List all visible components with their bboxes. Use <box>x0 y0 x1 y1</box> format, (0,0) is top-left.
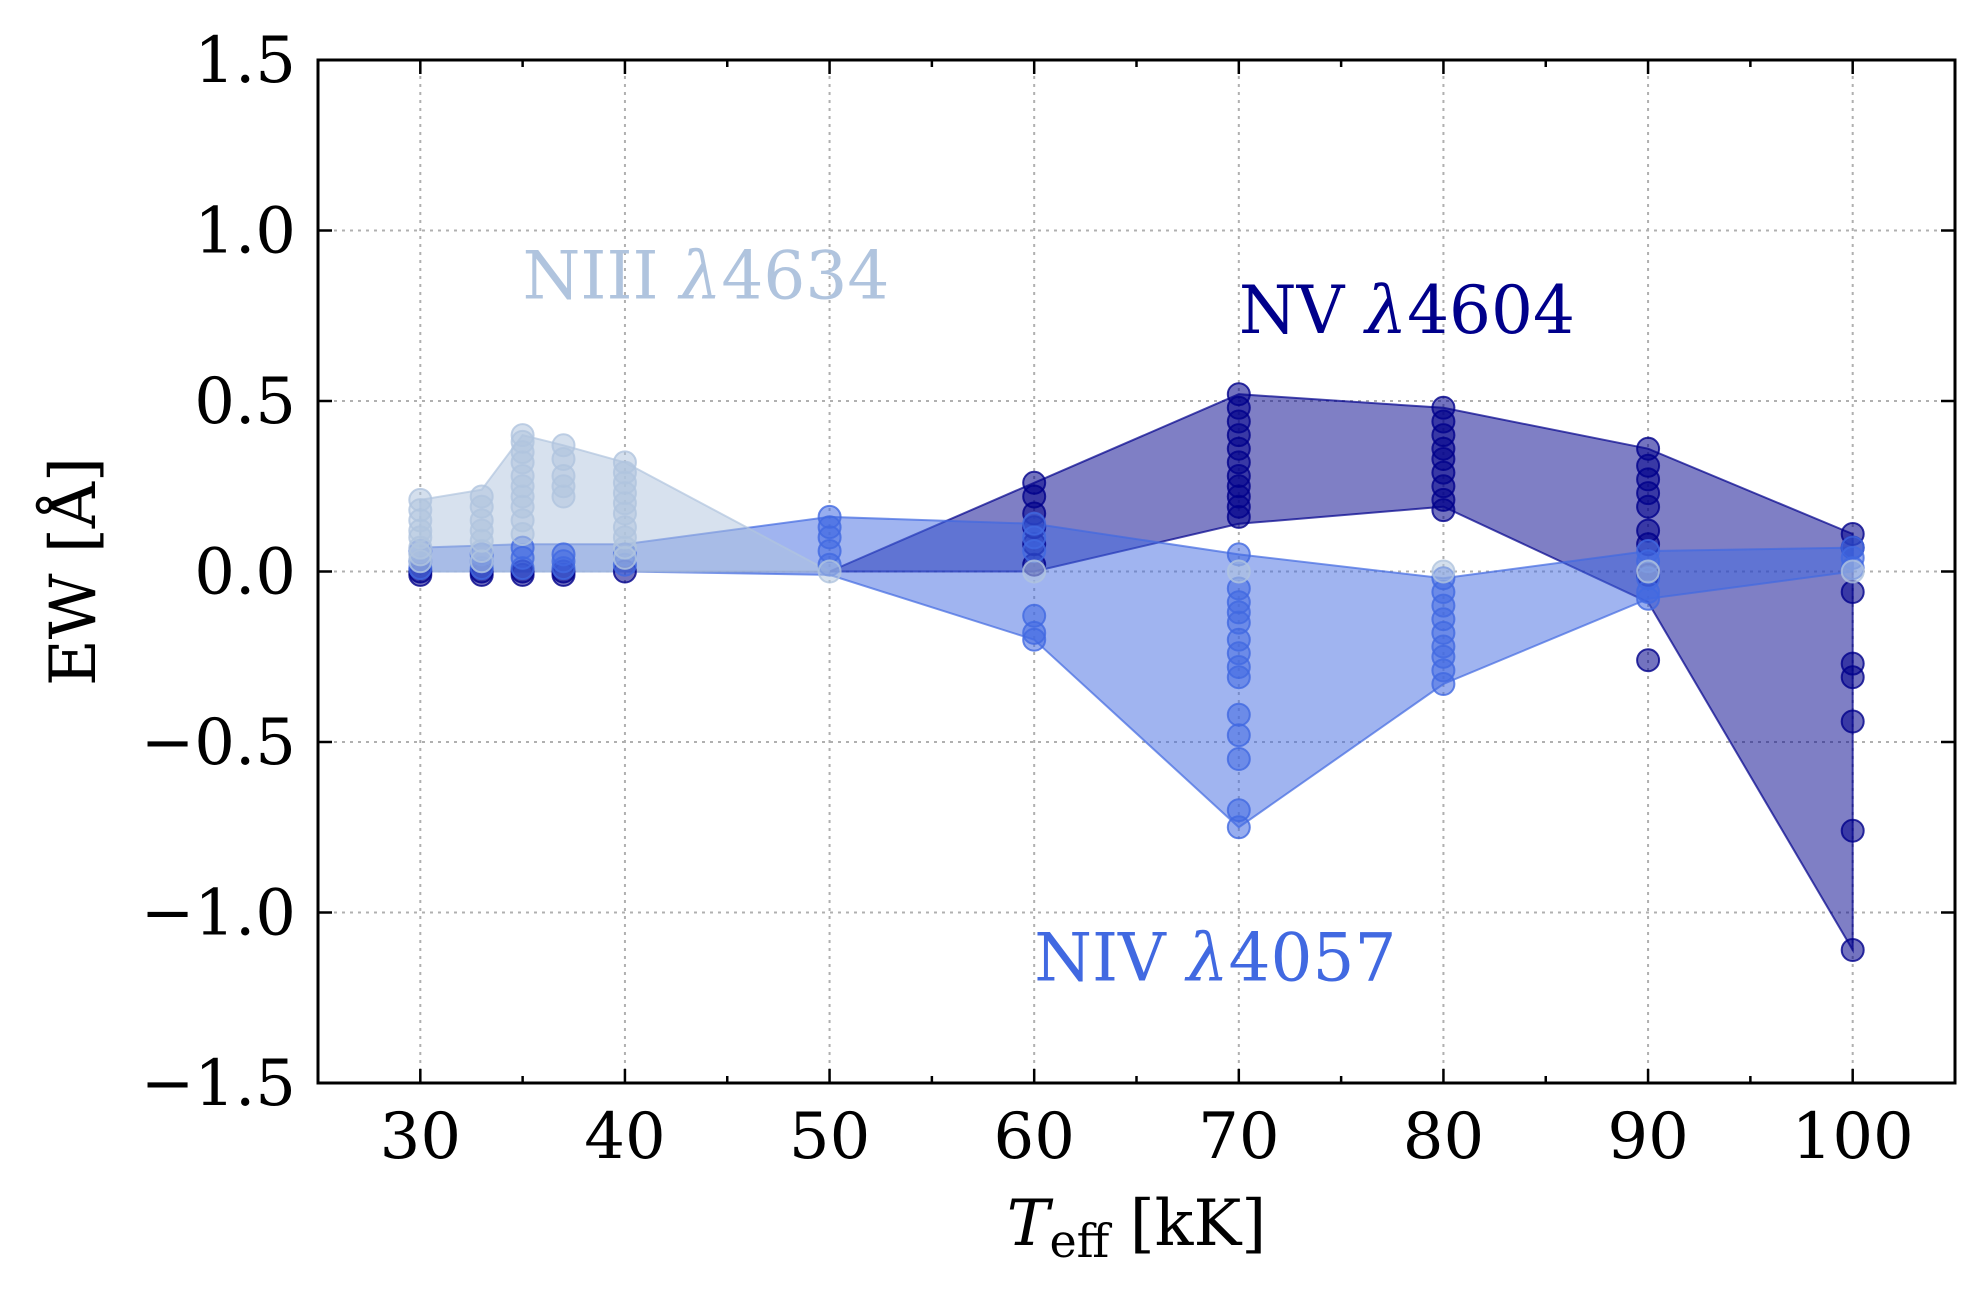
point-4057 <box>1226 723 1251 748</box>
point-4057 <box>510 556 535 581</box>
series-label-lambda: λ <box>677 238 722 315</box>
point-4604 <box>1226 504 1251 529</box>
y-tick-label: −1.5 <box>141 1047 296 1121</box>
point-4057 <box>1431 672 1456 696</box>
point-4634 <box>1840 559 1865 584</box>
x-axis-title-subscript: eff <box>1049 1214 1112 1268</box>
point-4057 <box>1022 627 1047 652</box>
y-tick-label: 1.0 <box>194 195 296 269</box>
x-axis-title-symbol: T <box>1007 1187 1054 1261</box>
y-axis-title: EW [Å] <box>36 457 111 686</box>
series-label-4057: NIV λ4057 <box>1034 920 1396 997</box>
point-4057 <box>1226 747 1251 771</box>
point-4604 <box>1840 709 1865 734</box>
series-label-wavelength: 4604 <box>1407 272 1575 349</box>
tick-labels: 30 40 50 60 70 80 90 100 1.5 1.0 0.5 0.0 −0.5 −1.0 −1.… <box>141 24 1914 1174</box>
series-label-name: NV <box>1239 272 1365 349</box>
point-4634 <box>510 522 535 546</box>
x-tick-label: 70 <box>1198 1100 1279 1174</box>
point-4057 <box>1636 586 1661 611</box>
series-label-4604: NV λ4604 <box>1239 272 1575 349</box>
y-tick-label: −0.5 <box>141 706 296 780</box>
y-tick-label: −1.0 <box>141 877 296 951</box>
series-label-lambda: λ <box>1362 272 1407 349</box>
x-tick-label: 50 <box>789 1100 870 1174</box>
series-label-lambda: λ <box>1184 920 1229 997</box>
point-4634 <box>408 549 433 574</box>
point-4634 <box>469 549 494 574</box>
x-axis-title-unit: [kK] <box>1109 1187 1266 1261</box>
x-tick-label: 100 <box>1792 1100 1914 1174</box>
x-tick-label: 40 <box>584 1100 665 1174</box>
axis-ticks <box>316 58 1957 1085</box>
point-4634 <box>1431 559 1456 584</box>
point-4634 <box>1226 559 1251 584</box>
x-axis-title: Teff [kK] <box>1007 1187 1266 1268</box>
y-tick-label: 0.5 <box>194 365 296 439</box>
series-label-4634: NIII λ4634 <box>523 238 890 315</box>
point-4057 <box>1226 665 1251 690</box>
x-tick-label: 90 <box>1607 1100 1688 1174</box>
x-tick-label: 80 <box>1403 1100 1484 1174</box>
series-label-name: NIV <box>1034 920 1186 997</box>
point-4604 <box>1840 938 1865 962</box>
point-4604 <box>1840 580 1865 604</box>
point-4604 <box>1636 648 1661 673</box>
series-label-wavelength: 4634 <box>721 238 889 315</box>
y-tick-label: 1.5 <box>194 24 296 98</box>
point-4634 <box>1636 559 1661 584</box>
x-tick-label: 60 <box>993 1100 1074 1174</box>
point-4604 <box>1840 818 1865 843</box>
point-4604 <box>1840 665 1865 690</box>
y-tick-label: 0.0 <box>194 536 296 610</box>
point-4604 <box>1636 494 1661 519</box>
point-4057 <box>1226 815 1251 840</box>
series-label-name: NIII <box>523 238 680 315</box>
x-tick-label: 30 <box>380 1100 461 1174</box>
point-4634 <box>612 545 637 570</box>
point-4057 <box>1226 702 1251 727</box>
point-4057 <box>551 556 576 581</box>
point-4057 <box>1022 539 1047 563</box>
point-4634 <box>551 484 576 509</box>
series-label-wavelength: 4057 <box>1229 920 1397 997</box>
point-4604 <box>1431 498 1456 523</box>
point-4634 <box>1022 559 1047 584</box>
point-4634 <box>817 559 842 584</box>
series-points <box>408 382 1865 962</box>
